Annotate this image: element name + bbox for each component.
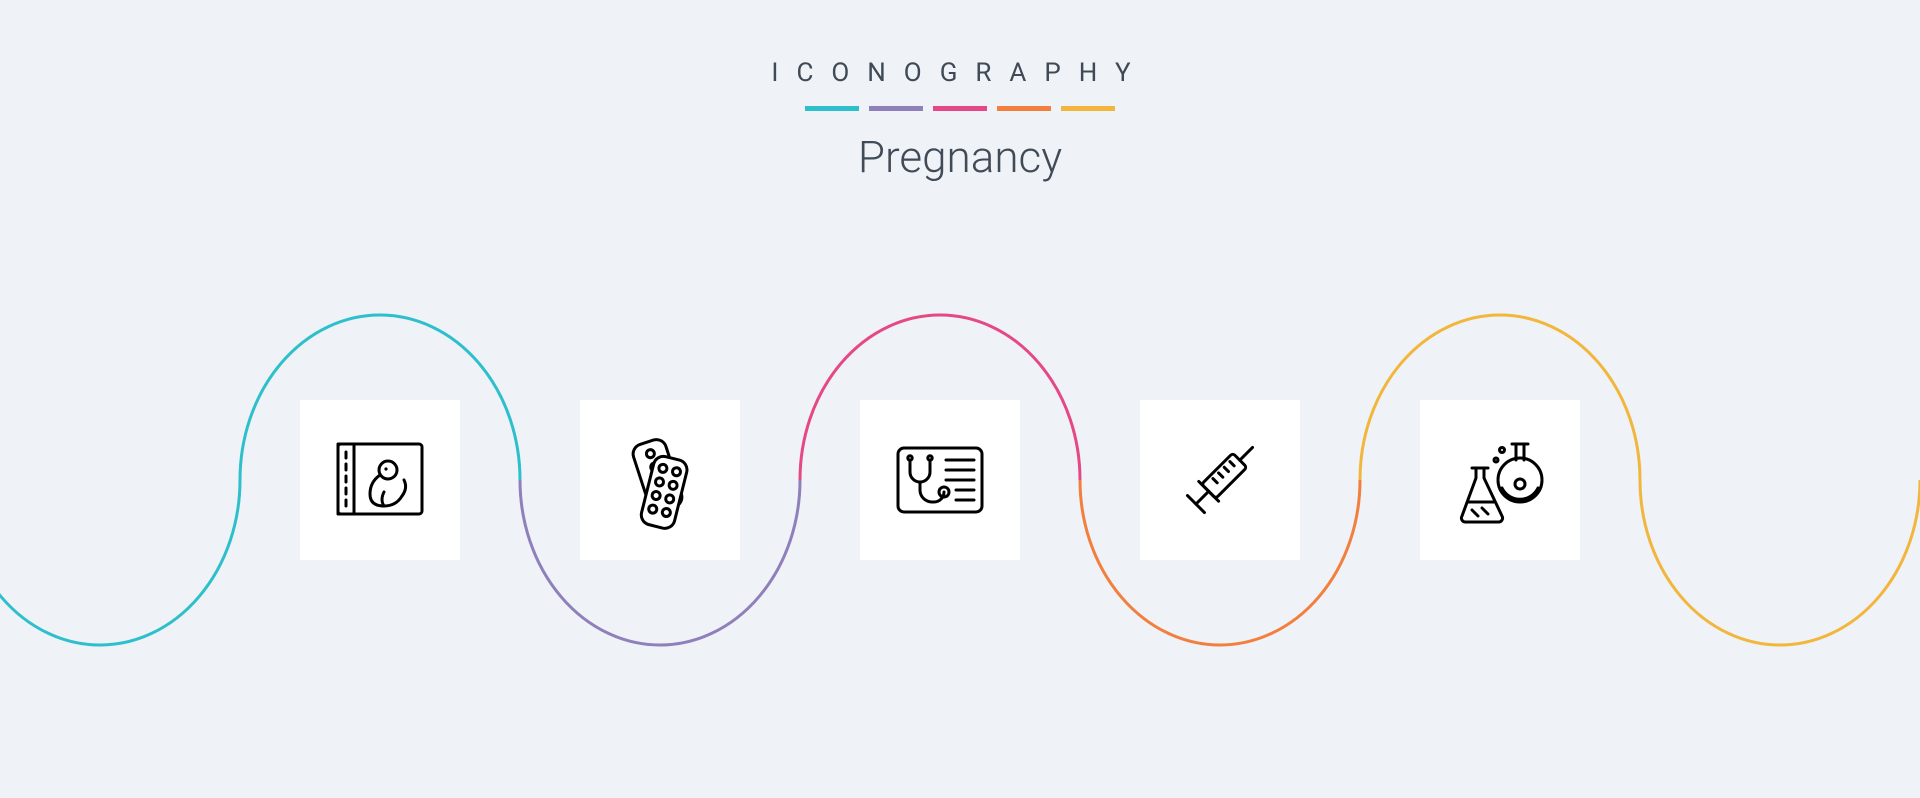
wave-arc bbox=[1080, 480, 1360, 645]
wave-arc bbox=[1640, 480, 1920, 645]
wave-arc bbox=[800, 315, 1080, 480]
connector-wave bbox=[0, 0, 1920, 798]
wave-arc bbox=[0, 480, 240, 645]
wave-arc bbox=[1360, 315, 1640, 480]
wave-arc bbox=[520, 480, 800, 645]
wave-arc bbox=[240, 315, 520, 480]
